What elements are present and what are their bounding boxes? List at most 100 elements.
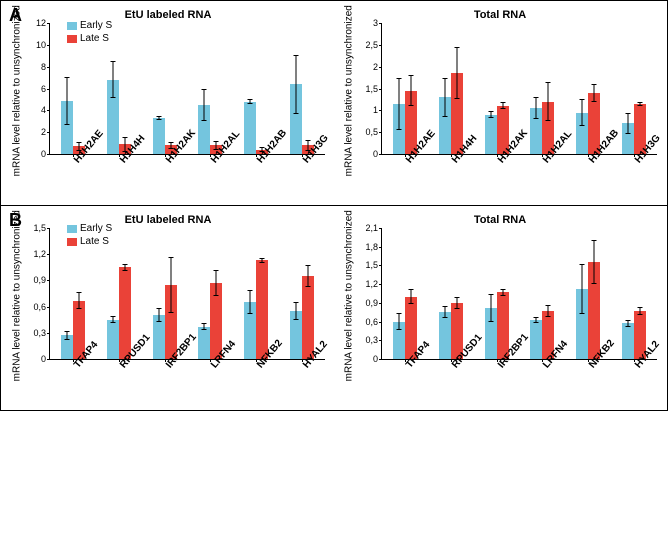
error-bar — [112, 316, 113, 323]
legend-item: Late S — [67, 32, 112, 45]
bar-earlyS — [485, 115, 497, 154]
legend-item: Early S — [67, 19, 112, 32]
figure-container: AEtU labeled RNAEarly SLate SmRNA level … — [0, 0, 668, 411]
error-bar — [628, 113, 629, 135]
error-bar — [444, 78, 445, 117]
bar-earlyS — [61, 101, 73, 154]
error-bar — [112, 61, 113, 98]
bar-earlyS — [153, 118, 165, 154]
error-bar — [124, 264, 125, 271]
error-bar — [456, 47, 457, 99]
bar-group: H1H3G — [279, 23, 325, 154]
y-tick-label: 2,5 — [354, 40, 378, 50]
y-tick-label: 2,1 — [354, 223, 378, 233]
error-bar — [502, 102, 503, 109]
bar-group: IRF2BP1 — [142, 228, 188, 359]
bar-group: LRFN4 — [187, 228, 233, 359]
chart: mRNA level relative to unsynchronized0 2 4… — [7, 23, 329, 203]
error-bar — [410, 289, 411, 304]
legend-label: Early S — [80, 19, 112, 32]
bar-earlyS — [530, 108, 542, 154]
error-bar — [216, 270, 217, 296]
error-bar — [204, 323, 205, 330]
y-axis-label: mRNA level relative to unsynchronized — [344, 46, 355, 176]
chart-wrap: Total RNA mRNA level relative to unsynchr… — [339, 214, 661, 408]
chart-title: EtU labeled RNA — [7, 214, 329, 226]
panel-A: AEtU labeled RNAEarly SLate SmRNA level … — [1, 1, 667, 206]
y-tick-label: 0,9 — [354, 298, 378, 308]
error-bar — [582, 99, 583, 125]
y-tick-label: 2 — [22, 127, 46, 137]
y-tick-label: 1,5 — [22, 223, 46, 233]
legend-swatch — [67, 22, 77, 30]
chart-title: Total RNA — [339, 9, 661, 21]
bar-group: IRF2BP1 — [474, 228, 520, 359]
y-axis-label: mRNA level relative to unsynchronized — [12, 251, 23, 381]
chart-title: Total RNA — [339, 214, 661, 226]
bar-lateS — [451, 73, 463, 154]
y-tick-label: 4 — [22, 105, 46, 115]
bar-earlyS — [61, 335, 73, 359]
bar-lateS — [119, 267, 131, 359]
bar-group: H1H2AB — [565, 23, 611, 154]
error-bar — [456, 297, 457, 309]
chart: mRNA level relative to unsynchronized00,… — [7, 228, 329, 408]
bar-group: LRFN4 — [519, 228, 565, 359]
bar-group: RPUSD1 — [428, 228, 474, 359]
error-bar — [170, 142, 171, 149]
y-tick-label: 0 — [22, 354, 46, 364]
bar-group: H1H2AL — [519, 23, 565, 154]
y-tick-label: 0 — [354, 149, 378, 159]
y-tick-label: 0,5 — [354, 127, 378, 137]
error-bar — [628, 320, 629, 327]
bar-earlyS — [485, 308, 497, 359]
bar-earlyS — [530, 320, 542, 359]
chart-wrap: Total RNA mRNA level relative to unsynchr… — [339, 9, 661, 203]
chart-wrap: EtU labeled RNAEarly SLate SmRNA level r… — [7, 214, 329, 408]
legend: Early SLate S — [67, 222, 112, 248]
bar-group: H1H2AK — [474, 23, 520, 154]
bar-group: HYAL2 — [279, 228, 325, 359]
error-bar — [204, 89, 205, 122]
y-tick-label: 1 — [354, 105, 378, 115]
bar-group: H1H2AL — [187, 23, 233, 154]
plot-area: 00,30,60,91,21,51,82,1TFAP4RPUSD1IRF2BP1… — [381, 228, 657, 360]
error-bar — [536, 317, 537, 323]
y-tick-label: 1,8 — [354, 242, 378, 252]
bar-lateS — [165, 285, 177, 359]
bar-group: NFKB2 — [565, 228, 611, 359]
error-bar — [640, 307, 641, 316]
bar-earlyS — [198, 327, 210, 359]
y-tick-label: 0 — [22, 149, 46, 159]
legend: Early SLate S — [67, 19, 112, 45]
error-bar — [66, 77, 67, 125]
error-bar — [158, 116, 159, 120]
y-tick-label: 0,3 — [354, 335, 378, 345]
bar-group: TFAP4 — [382, 228, 428, 359]
legend-label: Late S — [80, 32, 109, 45]
bar-group: H1H2AE — [382, 23, 428, 154]
error-bar — [78, 292, 79, 309]
error-bar — [548, 305, 549, 317]
y-axis-label: mRNA level relative to unsynchronized — [12, 46, 23, 176]
bar-earlyS — [153, 315, 165, 359]
y-tick-label: 1,2 — [354, 279, 378, 289]
error-bar — [640, 102, 641, 106]
error-bar — [296, 55, 297, 114]
bar-earlyS — [622, 123, 634, 154]
bar-earlyS — [290, 84, 302, 154]
error-bar — [158, 308, 159, 322]
y-axis-label: mRNA level relative to unsynchronized — [344, 251, 355, 381]
y-tick-mark — [47, 359, 50, 360]
bar-group: H1H3G — [611, 23, 657, 154]
bar-group: H1H4H — [428, 23, 474, 154]
y-tick-mark — [379, 154, 382, 155]
y-tick-label: 12 — [22, 18, 46, 28]
error-bar — [398, 78, 399, 130]
y-tick-label: 10 — [22, 40, 46, 50]
legend-swatch — [67, 225, 77, 233]
legend-swatch — [67, 35, 77, 43]
error-bar — [444, 306, 445, 318]
bar-earlyS — [439, 97, 451, 154]
y-tick-label: 3 — [354, 18, 378, 28]
